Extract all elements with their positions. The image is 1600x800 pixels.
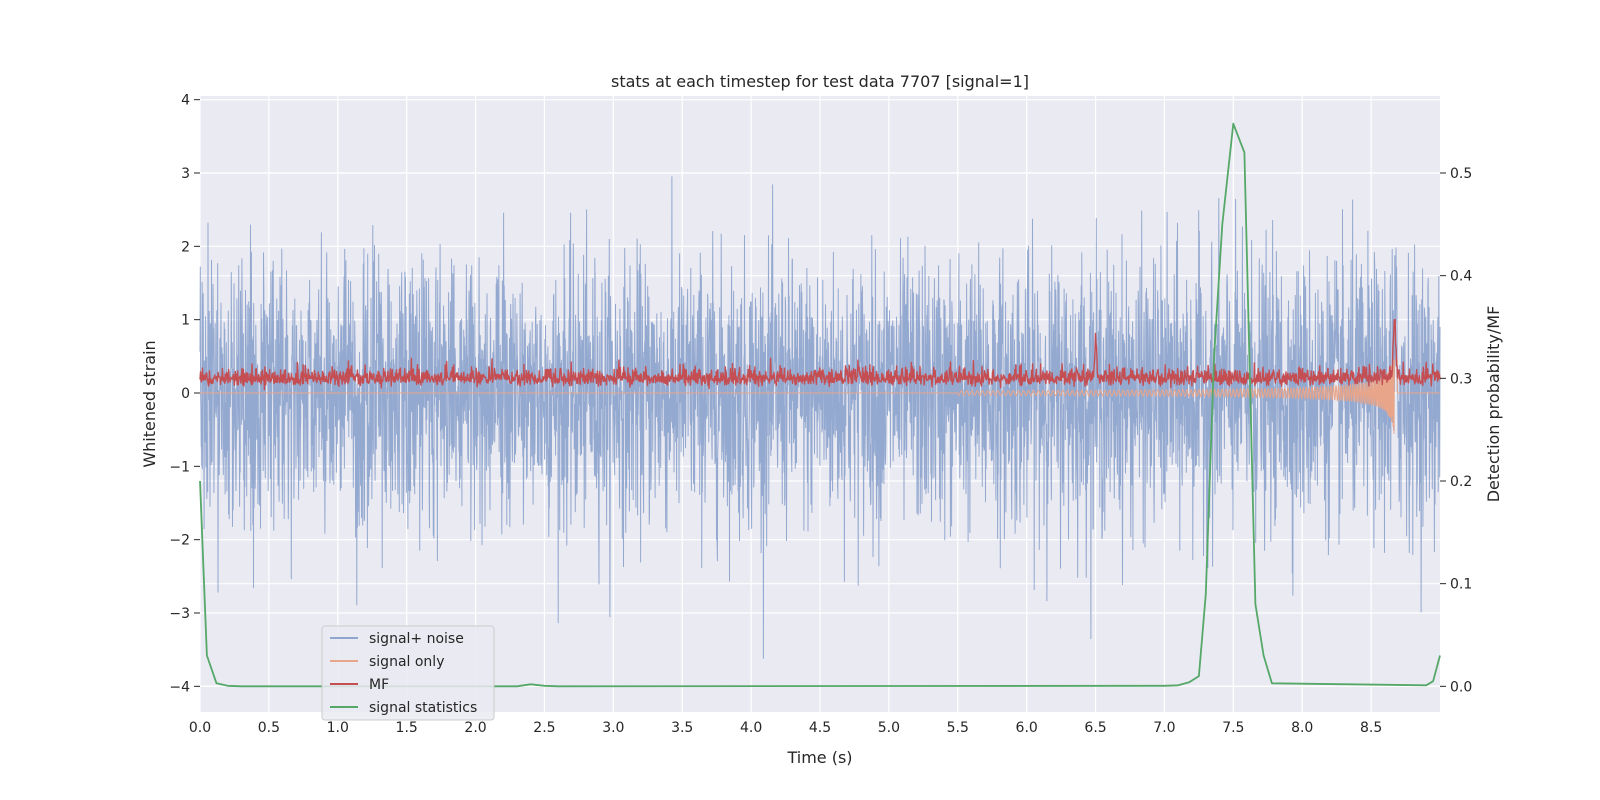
x-tick-label: 7.0 (1153, 720, 1175, 736)
legend-label: signal statistics (369, 700, 477, 716)
y2-tick-label: 0.3 (1450, 371, 1472, 387)
x-tick-label: 6.5 (1084, 720, 1106, 736)
y-tick-label: −2 (169, 533, 190, 549)
x-tick-label: 2.5 (533, 720, 555, 736)
series-mf-line (199, 319, 1441, 391)
y-tick-label: −1 (169, 459, 190, 475)
series-layer (199, 122, 1441, 688)
y2-axis-label: Detection probability/MF (1484, 306, 1503, 503)
legend-entry-signal-statistics: signal statistics (330, 700, 477, 716)
legend-entry-signal-only: signal only (330, 654, 444, 670)
legend-label: signal+ noise (369, 631, 464, 647)
y-tick-label: 3 (181, 166, 190, 182)
legend-entry-mf: MF (330, 677, 389, 693)
legend-label: signal only (369, 654, 444, 670)
x-axis-label: Time (s) (786, 748, 852, 767)
x-tick-label: 5.0 (878, 720, 900, 736)
x-axis-ticks: 0.0 0.5 1.0 1.5 2.0 2.5 3.0 3.5 4.0 4.5 5.0 5.5 6.0 6… (189, 720, 1382, 736)
x-tick-label: 0.0 (189, 720, 211, 736)
legend: signal+ noise signal only MF signal stat… (321, 625, 495, 721)
chart-title: stats at each timestep for test data 770… (611, 72, 1029, 91)
x-tick-label: 3.5 (671, 720, 693, 736)
legend-entry-signal-noise: signal+ noise (330, 631, 464, 647)
x-tick-label: 0.5 (258, 720, 280, 736)
y-tick-label: −4 (169, 679, 190, 695)
x-tick-label: 2.0 (464, 720, 486, 736)
x-tick-label: 6.0 (1016, 720, 1038, 736)
y-tick-label: −3 (169, 606, 190, 622)
y-tick-label: 1 (181, 313, 190, 329)
y-axis-label: Whitened strain (140, 340, 159, 467)
y2-tick-label: 0.2 (1450, 474, 1472, 490)
y2-axis-ticks: 0.0 0.1 0.2 0.3 0.4 0.5 (1440, 166, 1472, 695)
series-signal-only-line (200, 359, 1440, 434)
legend-box (321, 625, 495, 721)
y-tick-label: 2 (181, 239, 190, 255)
x-tick-label: 3.0 (602, 720, 624, 736)
legend-label: MF (369, 677, 389, 693)
x-tick-label: 5.5 (947, 720, 969, 736)
y2-tick-label: 0.0 (1450, 679, 1472, 695)
x-tick-label: 8.0 (1291, 720, 1313, 736)
y2-tick-label: 0.4 (1450, 269, 1472, 285)
y2-tick-label: 0.5 (1450, 166, 1472, 182)
x-tick-label: 7.5 (1222, 720, 1244, 736)
x-tick-label: 1.0 (327, 720, 349, 736)
x-tick-label: 4.5 (809, 720, 831, 736)
y-axis-ticks: −4 −3 −2 −1 0 1 2 3 4 (169, 93, 200, 695)
x-tick-label: 4.0 (740, 720, 762, 736)
x-tick-label: 8.5 (1360, 720, 1382, 736)
x-tick-label: 1.5 (396, 720, 418, 736)
y-tick-label: 4 (181, 93, 190, 109)
y2-tick-label: 0.1 (1450, 577, 1472, 593)
y-tick-label: 0 (181, 386, 190, 402)
series-signal-statistics-line (199, 122, 1441, 688)
